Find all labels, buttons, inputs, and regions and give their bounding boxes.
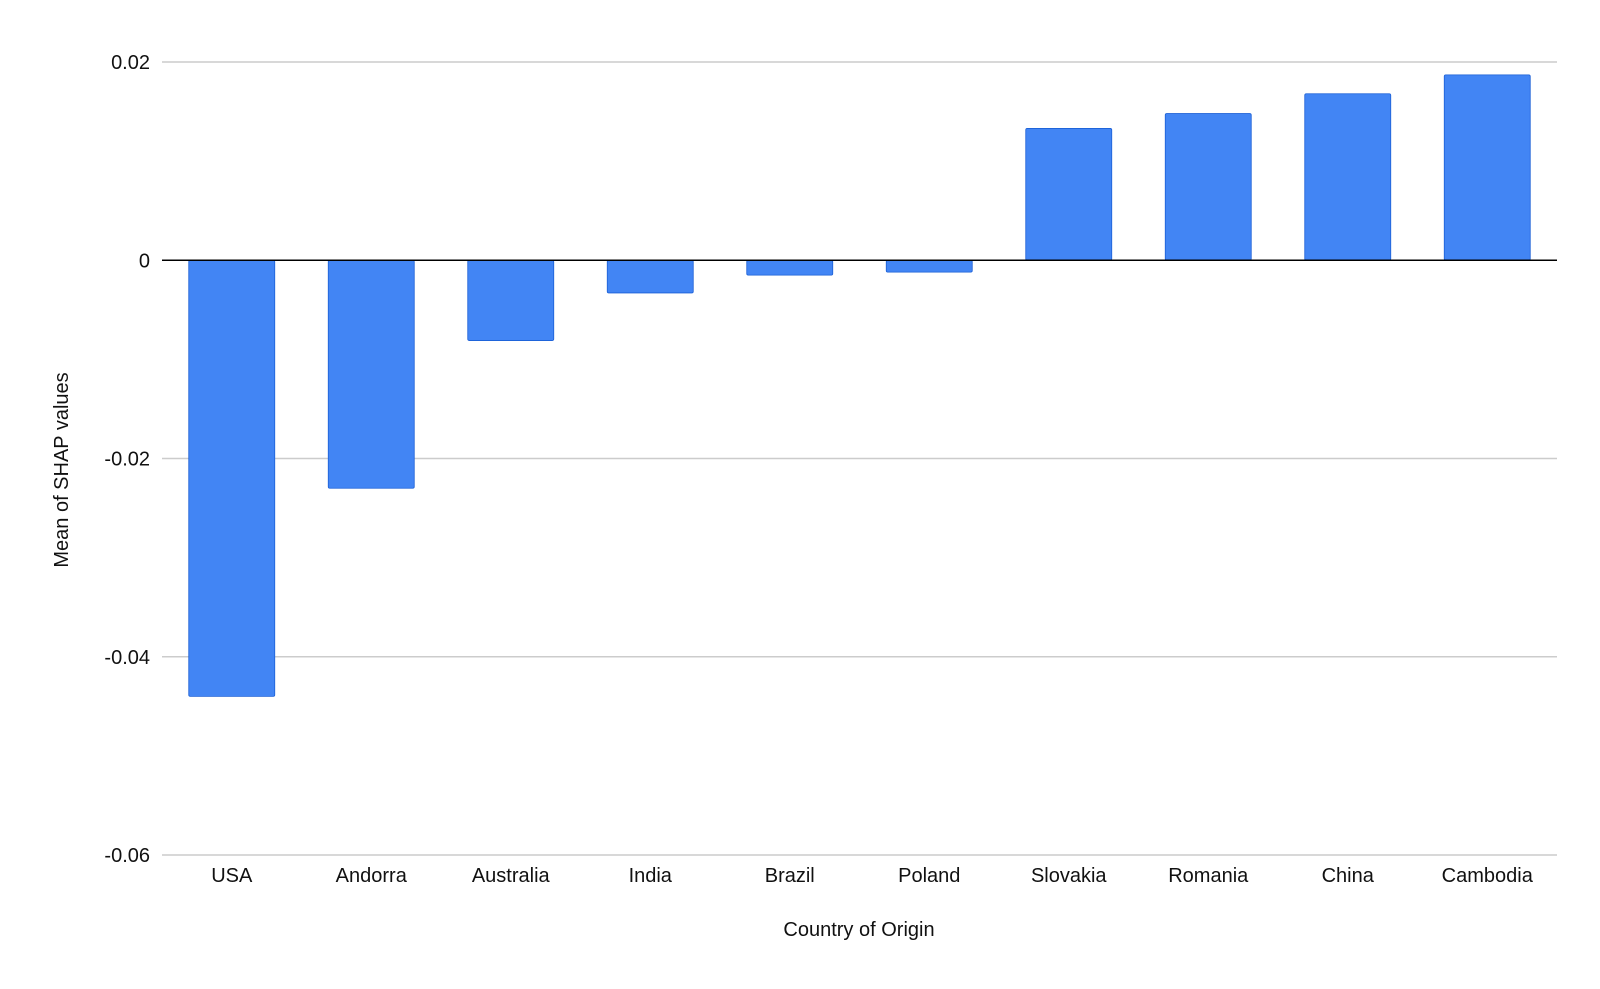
x-tick-label-poland: Poland xyxy=(898,865,960,887)
x-tick-label-usa: USA xyxy=(211,865,253,887)
bars-layer xyxy=(188,74,1531,697)
x-tick-label-slovakia: Slovakia xyxy=(1031,865,1107,887)
bar-andorra xyxy=(327,259,415,489)
bar-india xyxy=(606,259,694,294)
x-tick-label-andorra: Andorra xyxy=(336,865,408,887)
bar-slovakia xyxy=(1025,128,1113,261)
bar-usa xyxy=(188,259,276,697)
y-tick-label: -0.04 xyxy=(104,647,150,669)
bar-china xyxy=(1304,93,1392,261)
y-tick-label: 0.02 xyxy=(111,52,150,74)
y-tick-labels: 0.02 0 -0.02 -0.04 -0.06 xyxy=(104,52,150,867)
bar-australia xyxy=(467,259,555,341)
x-tick-label-china: China xyxy=(1322,865,1375,887)
bar-cambodia xyxy=(1443,74,1531,261)
x-tick-label-india: India xyxy=(629,865,673,887)
y-tick-label: -0.02 xyxy=(104,449,150,471)
x-axis-title: Country of Origin xyxy=(783,919,934,941)
x-tick-label-cambodia: Cambodia xyxy=(1442,865,1534,887)
bar-poland xyxy=(885,259,973,273)
y-tick-label: 0 xyxy=(139,250,150,272)
x-tick-label-australia: Australia xyxy=(472,865,551,887)
bar-brazil xyxy=(746,259,834,276)
x-tick-label-brazil: Brazil xyxy=(765,865,815,887)
x-tick-label-romania: Romania xyxy=(1168,865,1249,887)
y-axis-title: Mean of SHAP values xyxy=(51,372,73,567)
x-tick-labels: USA Andorra Australia India Brazil Poland Slov… xyxy=(211,865,1534,887)
y-tick-label: -0.06 xyxy=(104,845,150,867)
bar-romania xyxy=(1164,113,1252,261)
